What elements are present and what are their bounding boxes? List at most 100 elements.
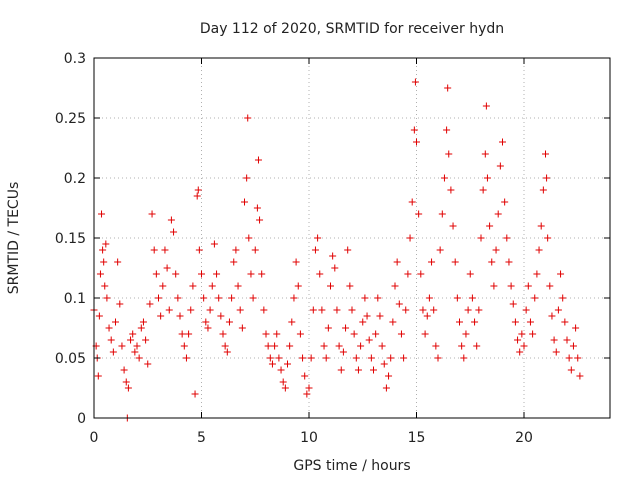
data-point bbox=[531, 294, 539, 302]
data-point bbox=[165, 306, 173, 314]
data-point bbox=[311, 246, 319, 254]
data-point bbox=[477, 234, 485, 242]
data-point bbox=[155, 294, 162, 302]
data-point bbox=[481, 150, 489, 158]
y-tick-label: 0.1 bbox=[64, 291, 86, 307]
data-point bbox=[152, 270, 160, 278]
data-point bbox=[447, 186, 455, 194]
data-point bbox=[518, 330, 526, 338]
data-point bbox=[482, 102, 490, 110]
data-point bbox=[552, 348, 560, 356]
data-point bbox=[112, 318, 119, 326]
data-point bbox=[167, 216, 175, 224]
data-point bbox=[157, 312, 165, 320]
data-point bbox=[462, 330, 470, 338]
data-point bbox=[365, 336, 373, 344]
data-point bbox=[208, 282, 216, 290]
data-point bbox=[400, 354, 408, 362]
x-tick-label: 10 bbox=[300, 430, 318, 446]
data-point bbox=[363, 312, 371, 320]
data-point bbox=[294, 282, 302, 290]
data-point bbox=[303, 390, 311, 398]
data-point bbox=[557, 270, 565, 278]
data-point bbox=[428, 258, 436, 266]
data-point bbox=[215, 294, 223, 302]
data-point bbox=[434, 354, 442, 362]
data-point bbox=[268, 360, 276, 368]
data-point bbox=[395, 300, 403, 308]
data-point bbox=[238, 324, 246, 332]
data-point bbox=[320, 342, 328, 350]
data-point bbox=[292, 258, 300, 266]
data-point bbox=[359, 318, 367, 326]
data-point bbox=[191, 390, 199, 398]
data-point bbox=[221, 342, 229, 350]
data-point bbox=[511, 318, 519, 326]
data-point bbox=[423, 312, 431, 320]
data-point bbox=[499, 138, 506, 146]
data-point bbox=[172, 270, 180, 278]
data-point bbox=[370, 366, 377, 374]
data-point bbox=[251, 246, 259, 254]
data-point bbox=[526, 318, 534, 326]
data-point bbox=[281, 384, 289, 392]
data-point bbox=[408, 198, 416, 206]
data-point bbox=[410, 126, 418, 134]
data-point bbox=[95, 312, 103, 320]
data-point bbox=[217, 312, 225, 320]
data-point bbox=[318, 306, 326, 314]
data-point bbox=[372, 330, 380, 338]
y-axis-label: SRMTID / TECUs bbox=[6, 182, 22, 295]
data-point bbox=[230, 258, 238, 266]
data-point bbox=[443, 126, 451, 134]
data-point bbox=[105, 324, 113, 332]
data-point bbox=[236, 306, 244, 314]
data-point bbox=[539, 186, 547, 194]
data-point bbox=[574, 354, 582, 362]
data-point bbox=[430, 306, 438, 314]
data-point bbox=[456, 318, 463, 326]
data-point bbox=[253, 204, 261, 212]
data-point bbox=[507, 282, 515, 290]
data-point bbox=[496, 162, 504, 170]
data-point bbox=[380, 360, 388, 368]
data-point bbox=[273, 330, 281, 338]
data-point bbox=[266, 354, 274, 362]
y-tick-label: 0.15 bbox=[55, 231, 86, 247]
data-point bbox=[249, 294, 257, 302]
data-point bbox=[382, 384, 390, 392]
data-point bbox=[331, 264, 339, 272]
data-point bbox=[174, 294, 182, 302]
data-point bbox=[277, 366, 285, 374]
data-point bbox=[479, 186, 487, 194]
data-point bbox=[554, 306, 562, 314]
x-tick-label: 20 bbox=[515, 430, 533, 446]
data-point bbox=[189, 282, 197, 290]
data-point bbox=[389, 318, 397, 326]
data-point bbox=[163, 264, 171, 272]
data-point bbox=[324, 324, 332, 332]
data-point bbox=[342, 324, 350, 332]
data-point bbox=[444, 84, 452, 92]
data-point bbox=[503, 234, 511, 242]
data-point bbox=[101, 282, 109, 290]
data-point bbox=[275, 354, 283, 362]
data-point bbox=[98, 210, 106, 218]
data-point bbox=[492, 246, 500, 254]
data-point bbox=[483, 174, 491, 182]
data-point bbox=[522, 306, 530, 314]
data-point bbox=[96, 270, 104, 278]
data-point bbox=[333, 306, 341, 314]
x-tick-label: 0 bbox=[90, 430, 99, 446]
data-point bbox=[559, 294, 567, 302]
data-point bbox=[440, 174, 448, 182]
data-point bbox=[348, 306, 356, 314]
data-point bbox=[354, 366, 362, 374]
data-point bbox=[468, 294, 476, 302]
plot-frame bbox=[93, 57, 611, 419]
data-point bbox=[260, 306, 268, 314]
data-point bbox=[296, 330, 304, 338]
data-point bbox=[118, 342, 126, 350]
data-point bbox=[378, 342, 386, 350]
